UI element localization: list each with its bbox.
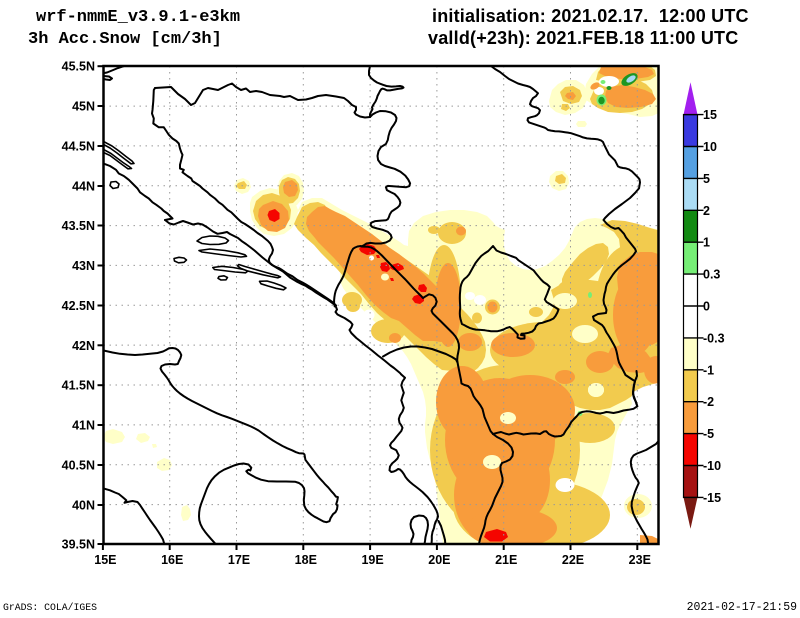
svg-text:43N: 43N <box>72 259 95 273</box>
svg-text:39.5N: 39.5N <box>62 538 95 552</box>
svg-text:19E: 19E <box>361 553 383 567</box>
svg-text:18E: 18E <box>295 553 317 567</box>
svg-text:2: 2 <box>703 204 710 218</box>
svg-text:-0.3: -0.3 <box>703 331 725 345</box>
svg-text:0.3: 0.3 <box>703 268 720 282</box>
svg-text:-5: -5 <box>703 427 714 441</box>
svg-text:40N: 40N <box>72 499 95 513</box>
svg-text:-10: -10 <box>703 459 721 473</box>
svg-text:-15: -15 <box>703 491 721 505</box>
svg-text:45.5N: 45.5N <box>62 60 95 74</box>
svg-text:wrf-nmmE_v3.9.1-e3km: wrf-nmmE_v3.9.1-e3km <box>36 8 240 27</box>
svg-text:22E: 22E <box>562 553 584 567</box>
svg-text:-1: -1 <box>703 363 714 377</box>
svg-text:initialisation: 2021.02.17. 1: initialisation: 2021.02.17. 12:00 UTC <box>432 6 749 26</box>
svg-text:41.5N: 41.5N <box>62 379 95 393</box>
svg-text:17E: 17E <box>228 553 250 567</box>
svg-text:23E: 23E <box>629 553 651 567</box>
svg-text:3h Acc.Snow [cm/3h]: 3h Acc.Snow [cm/3h] <box>28 30 222 49</box>
svg-text:10: 10 <box>703 140 717 154</box>
svg-text:5: 5 <box>703 172 710 186</box>
svg-text:1: 1 <box>703 236 710 250</box>
svg-text:-2: -2 <box>703 395 714 409</box>
svg-text:15: 15 <box>703 108 717 122</box>
svg-text:40.5N: 40.5N <box>62 459 95 473</box>
svg-text:45N: 45N <box>72 100 95 114</box>
svg-text:42.5N: 42.5N <box>62 299 95 313</box>
svg-text:0: 0 <box>703 300 710 314</box>
svg-text:20E: 20E <box>428 553 450 567</box>
svg-text:42N: 42N <box>72 339 95 353</box>
svg-text:21E: 21E <box>495 553 517 567</box>
svg-text:41N: 41N <box>72 419 95 433</box>
svg-text:valld(+23h): 2021.FEB.18 11:00: valld(+23h): 2021.FEB.18 11:00 UTC <box>428 28 738 48</box>
svg-text:16E: 16E <box>161 553 183 567</box>
svg-text:GrADS: COLA/IGES: GrADS: COLA/IGES <box>3 602 97 613</box>
svg-text:44N: 44N <box>72 180 95 194</box>
svg-text:43.5N: 43.5N <box>62 219 95 233</box>
svg-text:15E: 15E <box>94 553 116 567</box>
svg-text:2021-02-17-21:59: 2021-02-17-21:59 <box>687 601 798 614</box>
svg-text:44.5N: 44.5N <box>62 140 95 154</box>
